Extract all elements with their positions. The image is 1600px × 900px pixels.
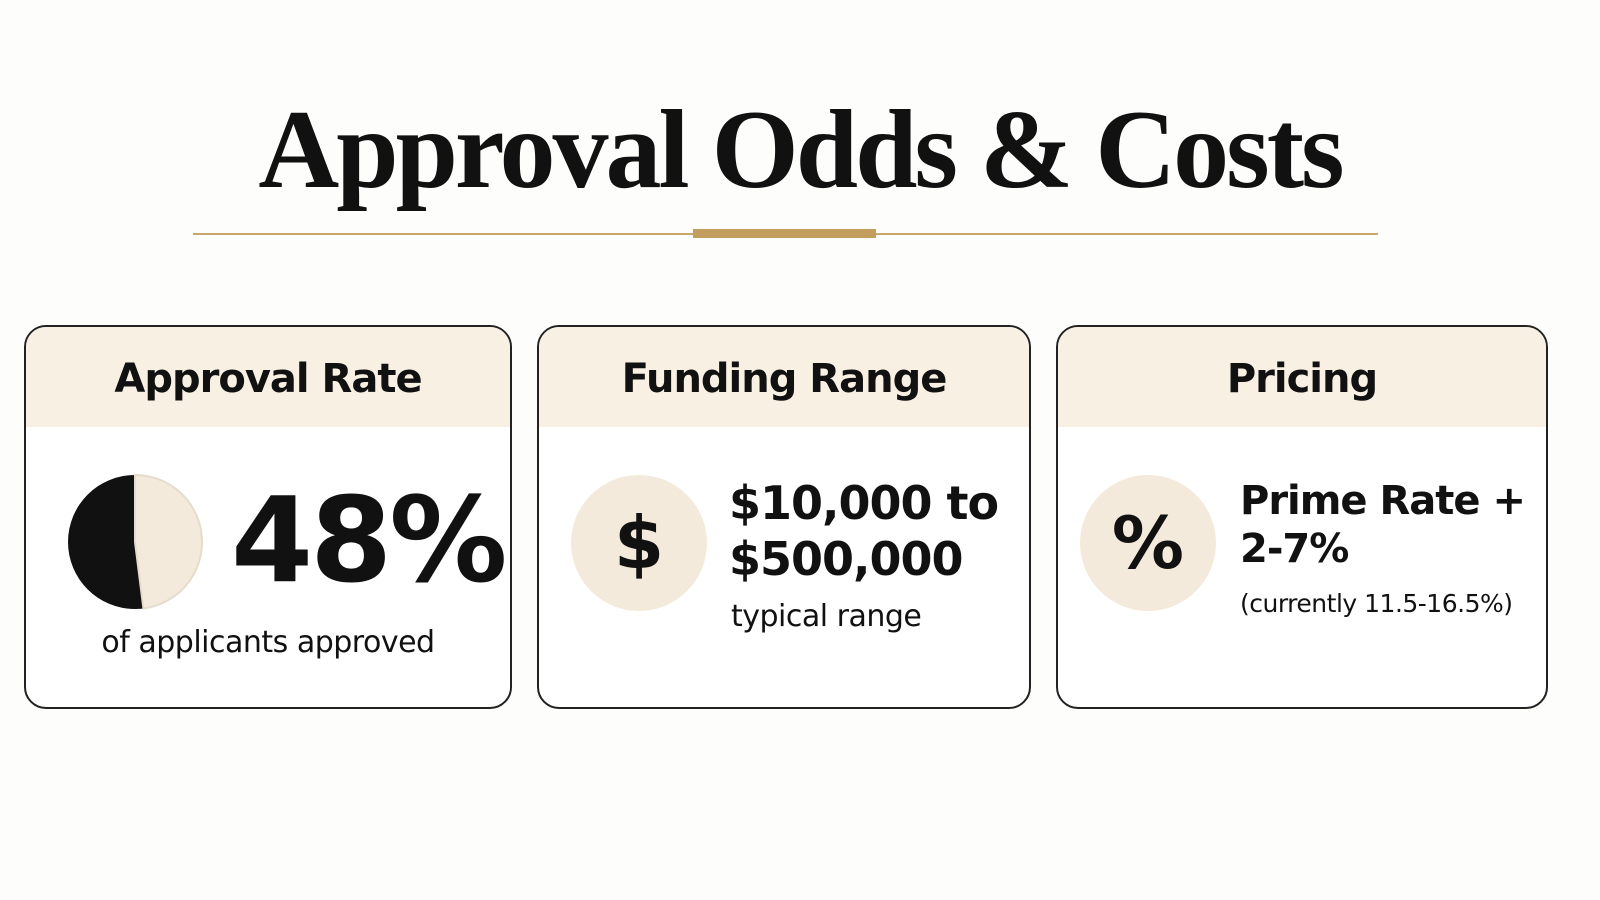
title: Approval Odds & Costs [258, 88, 1344, 212]
pie-slice [134, 473, 203, 610]
stat-line: $10,000 to [729, 476, 999, 530]
icon: % [1080, 475, 1216, 611]
stat-line: Prime Rate + [1240, 478, 1526, 524]
card: Pricing % Prime Rate + 2-7% (currently 1… [1056, 325, 1548, 709]
card: Funding Range $ $10,000 to $500,000 typi… [537, 325, 1031, 709]
stat: 48% [231, 471, 507, 609]
stat-lines: $10,000 to $500,000 [729, 475, 999, 587]
pie [68, 473, 203, 610]
card-heading: Funding Range [539, 327, 1029, 427]
card-heading: Pricing [1058, 327, 1546, 427]
caption: of applicants approved [101, 625, 435, 660]
stat-line: $500,000 [729, 532, 964, 586]
card-heading: Approval Rate [26, 327, 510, 427]
icon: $ [571, 475, 707, 611]
divider-accent [693, 229, 876, 238]
stat-lines: Prime Rate + 2-7% [1240, 477, 1526, 573]
caption: typical range [731, 599, 922, 634]
card: Approval Rate 48% of applicants approved [24, 325, 512, 709]
stat-line: 2-7% [1240, 526, 1349, 572]
caption: (currently 11.5-16.5%) [1240, 589, 1513, 618]
